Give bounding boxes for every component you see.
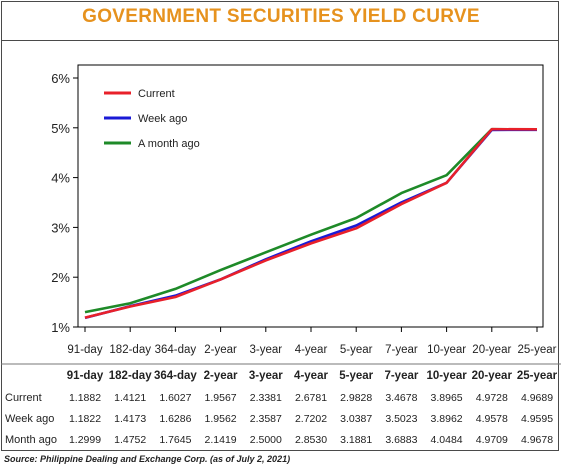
table-header: 5-year [339,370,373,382]
table-cell: 1.4173 [114,413,146,425]
y-tick-label: 2% [51,270,70,285]
table-cell: 2.3587 [250,413,282,425]
series-group [84,127,538,320]
table-header: 364-day [154,370,197,382]
y-axis: 1% 2% 3% 4% 5% 6% [51,71,78,335]
table-cell: 4.9678 [521,434,553,446]
table-cell: 3.8965 [431,392,463,404]
x-tick-label: 25-year [518,344,557,356]
x-tick-label: 20-year [472,344,511,356]
x-tick-label: 7-year [385,344,418,356]
x-tick-label: 364-day [155,344,197,356]
table-row-label: Current [5,392,42,404]
y-tick-label: 3% [51,220,70,235]
x-tick-label: 182-day [109,344,151,356]
y-tick-label: 5% [51,121,70,136]
table-cell: 3.6883 [385,434,417,446]
table-header: 91-day [67,370,104,382]
yield-curve-chart: 1% 2% 3% 4% 5% 6% 91-day 182-day 364-day 2-year 3… [51,64,557,356]
legend-label: Week ago [138,113,187,125]
table-cell: 1.6027 [159,392,191,404]
table-cell: 1.2999 [69,434,101,446]
plot-area-border [77,64,544,328]
table-cell: 1.9562 [205,413,237,425]
series-line-a-month-ago [84,127,538,314]
table-row-label: Week ago [5,413,54,425]
table-cell: 3.5023 [385,413,417,425]
table-cell: 2.5000 [250,434,282,446]
table-header: 4-year [294,370,328,382]
source-note: Source: Philippine Dealing and Exchange … [4,454,291,464]
table-cell: 1.4752 [114,434,146,446]
y-tick-label: 6% [51,71,70,86]
table-header: 25-year [517,370,558,382]
table-cell: 3.8962 [431,413,463,425]
table-header: 10-year [426,370,467,382]
table-cell: 4.9595 [521,413,553,425]
table-cell: 1.1882 [69,392,101,404]
table-cell: 2.7202 [295,413,327,425]
yield-table: 91-day 182-day 364-day 2-year 3-year 4-year 5-… [0,362,562,457]
table-cell: 4.9709 [476,434,508,446]
x-tick-label: 4-year [295,344,328,356]
table-row-label: Month ago [5,434,57,446]
table-cell: 3.4678 [385,392,417,404]
table-cell: 1.4121 [114,392,146,404]
table-header: 182-day [109,370,152,382]
y-tick-label: 4% [51,171,70,186]
legend-label: Current [138,88,175,100]
x-tick-label: 2-year [204,344,237,356]
table-cell: 1.9567 [205,392,237,404]
table-cell: 2.8530 [295,434,327,446]
x-tick-label: 3-year [249,344,282,356]
x-tick-label: 91-day [67,344,102,356]
table-cell: 2.1419 [205,434,237,446]
table-cell: 4.9578 [476,413,508,425]
table-cell: 1.6286 [159,413,191,425]
table-header: 7-year [384,370,418,382]
x-tick-label: 5-year [340,344,373,356]
table-cell: 2.9828 [340,392,372,404]
figure-frame [1,1,559,451]
legend-label: A month ago [138,138,200,150]
x-tick-label: 10-year [427,344,466,356]
table-cell: 3.0387 [340,413,372,425]
table-cell: 2.6781 [295,392,327,404]
x-axis: 91-day 182-day 364-day 2-year 3-year 4-year 5-… [67,327,557,356]
table-cell: 3.1881 [340,434,372,446]
table-cell: 4.9728 [476,392,508,404]
table-cell: 4.0484 [431,434,463,446]
table-header: 20-year [472,370,513,382]
title-divider [1,40,559,41]
table-cell: 2.3381 [250,392,282,404]
legend: Current Week ago A month ago [104,88,200,150]
series-line-current [84,127,538,319]
table-cell: 1.7645 [159,434,191,446]
chart-title: GOVERNMENT SECURITIES YIELD CURVE [82,6,480,27]
table-cell: 4.9689 [521,392,553,404]
table-header: 3-year [249,370,283,382]
table-header: 2-year [204,370,238,382]
table-cell: 1.1822 [69,413,101,425]
y-tick-label: 1% [51,320,70,335]
